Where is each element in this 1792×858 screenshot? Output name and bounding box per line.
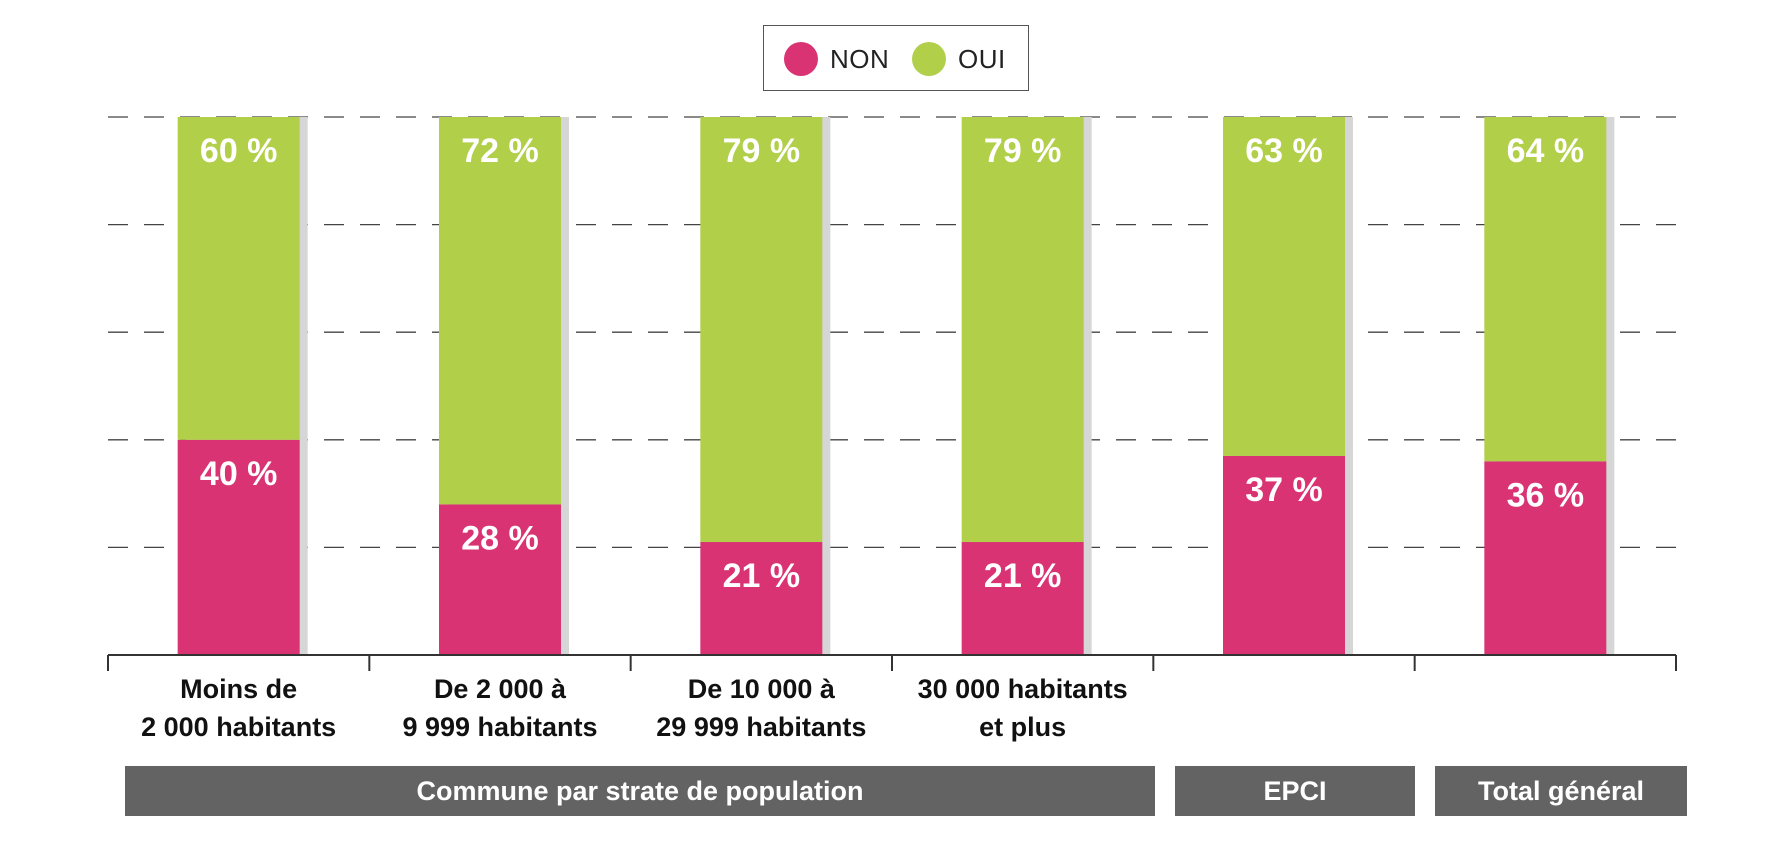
- legend: NON OUI: [763, 25, 1029, 91]
- bar-oui: [1484, 117, 1607, 462]
- bar-oui: [1223, 117, 1345, 456]
- legend-label-non: NON: [830, 43, 890, 74]
- bar-non: [1484, 461, 1607, 655]
- bar-oui: [961, 117, 1084, 543]
- legend-item-non: NON: [784, 42, 890, 76]
- data-label-oui: 79 %: [723, 132, 801, 170]
- bar-oui: [177, 117, 300, 440]
- data-label-oui: 63 %: [1245, 132, 1323, 170]
- data-label-non: 37 %: [1245, 471, 1323, 509]
- bar-non: [177, 439, 300, 655]
- data-label-non: 21 %: [984, 557, 1062, 595]
- category-label: 2 000 habitants: [141, 712, 336, 742]
- group-band-commune: Commune par strate de population: [125, 766, 1155, 816]
- data-label-oui: 64 %: [1507, 132, 1585, 170]
- legend-item-oui: OUI: [912, 42, 1006, 76]
- group-band-epci: EPCI: [1175, 766, 1415, 816]
- data-label-oui: 60 %: [200, 132, 278, 170]
- data-label-oui: 79 %: [984, 132, 1062, 170]
- bar-non: [439, 504, 561, 655]
- category-label: et plus: [979, 712, 1066, 742]
- group-band-total: Total général: [1435, 766, 1687, 816]
- data-label-non: 21 %: [723, 557, 801, 595]
- legend-swatch-non: [784, 42, 818, 76]
- legend-label-oui: OUI: [958, 43, 1006, 74]
- data-label-non: 36 %: [1507, 476, 1585, 514]
- bar-oui: [439, 117, 561, 505]
- bar-non: [700, 542, 823, 655]
- category-label: 9 999 habitants: [402, 712, 597, 742]
- data-label-non: 28 %: [461, 519, 539, 557]
- data-label-oui: 72 %: [461, 132, 539, 170]
- category-label: 29 999 habitants: [656, 712, 866, 742]
- category-label: De 2 000 à: [434, 674, 567, 704]
- category-label: 30 000 habitants: [918, 674, 1128, 704]
- data-label-non: 40 %: [200, 455, 278, 493]
- bar-non: [961, 542, 1084, 655]
- legend-swatch-oui: [912, 42, 946, 76]
- category-label: Moins de: [180, 674, 297, 704]
- bar-oui: [700, 117, 823, 543]
- bar-non: [1223, 455, 1345, 655]
- category-label: De 10 000 à: [688, 674, 836, 704]
